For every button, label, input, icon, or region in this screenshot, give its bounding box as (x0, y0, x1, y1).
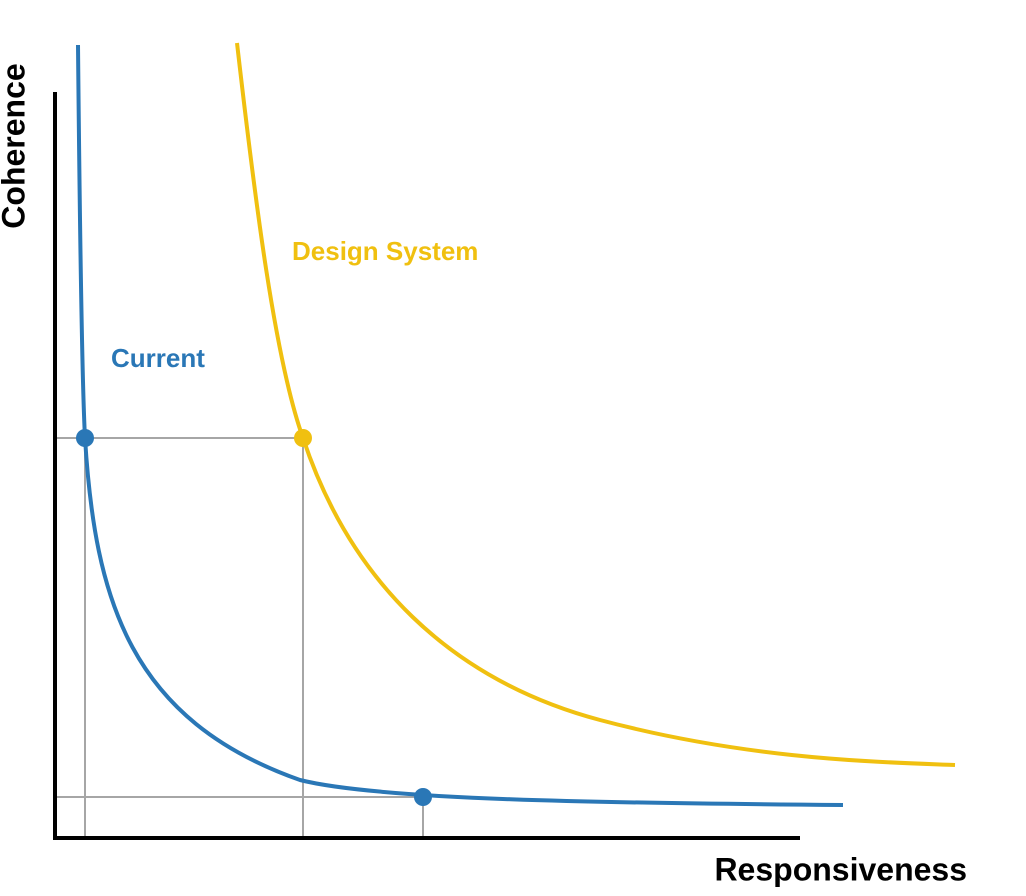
design-system-curve (235, 42, 956, 767)
curve-label: Design System (292, 236, 478, 266)
curve-label: Current (111, 343, 205, 373)
point (294, 429, 312, 447)
point (414, 788, 432, 806)
point (76, 429, 94, 447)
y-axis-label: Coherence (0, 63, 31, 228)
guide-lines (55, 437, 424, 838)
current-curve (76, 44, 844, 807)
x-axis-label: Responsiveness (714, 851, 967, 887)
